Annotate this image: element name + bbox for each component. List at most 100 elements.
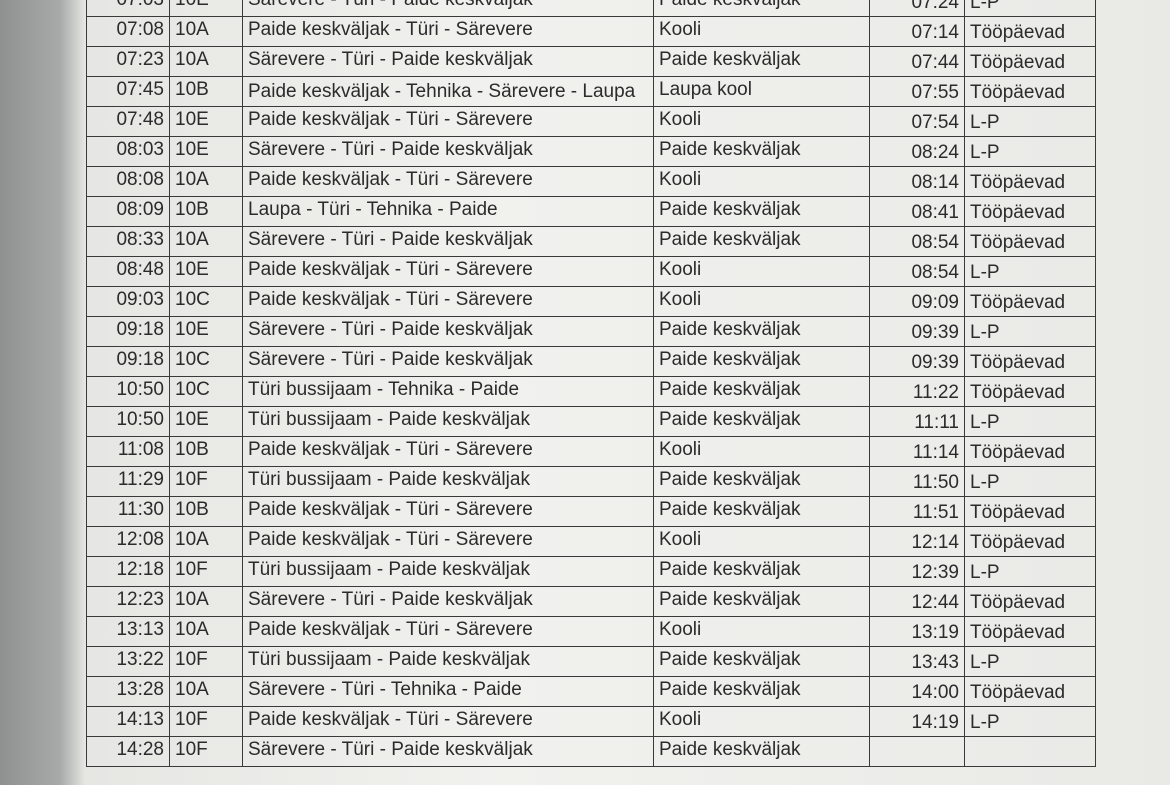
operating-days: Tööpäevad xyxy=(964,436,1096,467)
operating-days: L-P xyxy=(964,0,1096,17)
route: Särevere - Türi - Paide keskväljak xyxy=(242,586,654,617)
line-number: 10C xyxy=(169,346,243,377)
destination: Paide keskväljak xyxy=(653,0,870,17)
arrival-time: 12:14 xyxy=(869,526,965,557)
arrival-time: 14:19 xyxy=(869,706,965,737)
operating-days: Tööpäevad xyxy=(964,166,1096,197)
destination: Paide keskväljak xyxy=(653,556,870,587)
operating-days: Tööpäevad xyxy=(964,76,1096,107)
operating-days: Tööpäevad xyxy=(964,46,1096,77)
arrival-time: 08:24 xyxy=(869,136,965,167)
arrival-time: 07:44 xyxy=(869,46,965,77)
destination: Kooli xyxy=(653,256,870,287)
line-number: 10E xyxy=(169,316,243,347)
route: Särevere - Türi - Paide keskväljak xyxy=(242,136,654,167)
destination: Kooli xyxy=(653,706,870,737)
line-number: 10E xyxy=(169,0,243,17)
operating-days: L-P xyxy=(964,406,1096,437)
table-row: 14:28 10F Särevere - Türi - Paide keskvälj… xyxy=(86,736,1096,767)
table-row: 08:09 10B Laupa - Türi - Tehnika - Paide Pa… xyxy=(86,196,1096,227)
line-number: 10A xyxy=(169,166,243,197)
table-row: 08:08 10A Paide keskväljak - Türi - Säreve… xyxy=(86,166,1096,197)
destination: Paide keskväljak xyxy=(653,646,870,677)
line-number: 10B xyxy=(169,496,243,527)
arrival-time xyxy=(869,736,965,767)
route: Laupa - Türi - Tehnika - Paide xyxy=(242,196,654,227)
route: Paide keskväljak - Türi - Särevere xyxy=(242,166,654,197)
destination: Kooli xyxy=(653,436,870,467)
route: Türi bussijaam - Paide keskväljak xyxy=(242,646,654,677)
arrival-time: 08:54 xyxy=(869,256,965,287)
departure-time: 11:08 xyxy=(86,436,170,467)
operating-days: Tööpäevad xyxy=(964,286,1096,317)
departure-time: 07:48 xyxy=(86,106,170,137)
line-number: 10A xyxy=(169,16,243,47)
route: Türi bussijaam - Paide keskväljak xyxy=(242,556,654,587)
operating-days: Tööpäevad xyxy=(964,526,1096,557)
arrival-time: 07:24 xyxy=(869,0,965,17)
table-row: 13:22 10F Türi bussijaam - Paide keskvälja… xyxy=(86,646,1096,677)
operating-days: Tööpäevad xyxy=(964,376,1096,407)
destination: Kooli xyxy=(653,106,870,137)
route: Türi bussijaam - Tehnika - Paide xyxy=(242,376,654,407)
departure-time: 08:03 xyxy=(86,136,170,167)
operating-days: Tööpäevad xyxy=(964,226,1096,257)
destination: Laupa kool xyxy=(653,76,870,107)
route: Paide keskväljak - Türi - Särevere xyxy=(242,496,654,527)
arrival-time: 08:54 xyxy=(869,226,965,257)
route: Särevere - Türi - Paide keskväljak xyxy=(242,736,654,767)
line-number: 10F xyxy=(169,466,243,497)
route: Paide keskväljak - Türi - Särevere xyxy=(242,286,654,317)
table-row: 07:48 10E Paide keskväljak - Türi - Säreve… xyxy=(86,106,1096,137)
arrival-time: 13:19 xyxy=(869,616,965,647)
route: Paide keskväljak - Türi - Särevere xyxy=(242,526,654,557)
table-row: 09:18 10E Särevere - Türi - Paide keskvälj… xyxy=(86,316,1096,347)
destination: Paide keskväljak xyxy=(653,226,870,257)
table-row: 07:08 10A Paide keskväljak - Türi - Säreve… xyxy=(86,16,1096,47)
departure-time: 07:23 xyxy=(86,46,170,77)
arrival-time: 07:14 xyxy=(869,16,965,47)
arrival-time: 11:50 xyxy=(869,466,965,497)
arrival-time: 13:43 xyxy=(869,646,965,677)
route: Paide keskväljak - Türi - Särevere xyxy=(242,706,654,737)
departure-time: 14:13 xyxy=(86,706,170,737)
table-row: 13:13 10A Paide keskväljak - Türi - Säreve… xyxy=(86,616,1096,647)
destination: Kooli xyxy=(653,166,870,197)
destination: Paide keskväljak xyxy=(653,586,870,617)
departure-time: 12:23 xyxy=(86,586,170,617)
destination: Paide keskväljak xyxy=(653,376,870,407)
departure-time: 10:50 xyxy=(86,376,170,407)
destination: Paide keskväljak xyxy=(653,136,870,167)
line-number: 10E xyxy=(169,106,243,137)
departure-time: 07:08 xyxy=(86,16,170,47)
destination: Paide keskväljak xyxy=(653,346,870,377)
departure-time: 11:29 xyxy=(86,466,170,497)
table-row: 08:48 10E Paide keskväljak - Türi - Säreve… xyxy=(86,256,1096,287)
table-row: 08:33 10A Särevere - Türi - Paide keskvälj… xyxy=(86,226,1096,257)
destination: Paide keskväljak xyxy=(653,676,870,707)
table-row: 09:18 10C Särevere - Türi - Paide keskvälj… xyxy=(86,346,1096,377)
destination: Kooli xyxy=(653,616,870,647)
route: Paide keskväljak - Türi - Särevere xyxy=(242,256,654,287)
departure-time: 10:50 xyxy=(86,406,170,437)
departure-time: 08:09 xyxy=(86,196,170,227)
operating-days: Tööpäevad xyxy=(964,586,1096,617)
departure-time: 09:18 xyxy=(86,346,170,377)
route: Paide keskväljak - Türi - Särevere xyxy=(242,616,654,647)
operating-days: L-P xyxy=(964,136,1096,167)
departure-time: 13:22 xyxy=(86,646,170,677)
table-row: 14:13 10F Paide keskväljak - Türi - Säreve… xyxy=(86,706,1096,737)
arrival-time: 09:09 xyxy=(869,286,965,317)
table-row: 10:50 10C Türi bussijaam - Tehnika - Paide… xyxy=(86,376,1096,407)
arrival-time: 08:41 xyxy=(869,196,965,227)
departure-time: 13:13 xyxy=(86,616,170,647)
route: Särevere - Türi - Paide keskväljak xyxy=(242,46,654,77)
table-row: 11:30 10B Paide keskväljak - Türi - Säreve… xyxy=(86,496,1096,527)
table-row: 08:03 10E Särevere - Türi - Paide keskvälj… xyxy=(86,136,1096,167)
route: Türi bussijaam - Paide keskväljak xyxy=(242,466,654,497)
departure-time: 12:18 xyxy=(86,556,170,587)
table-row: 11:29 10F Türi bussijaam - Paide keskvälja… xyxy=(86,466,1096,497)
line-number: 10E xyxy=(169,256,243,287)
route: Särevere - Türi - Paide keskväljak xyxy=(242,0,654,17)
line-number: 10E xyxy=(169,136,243,167)
